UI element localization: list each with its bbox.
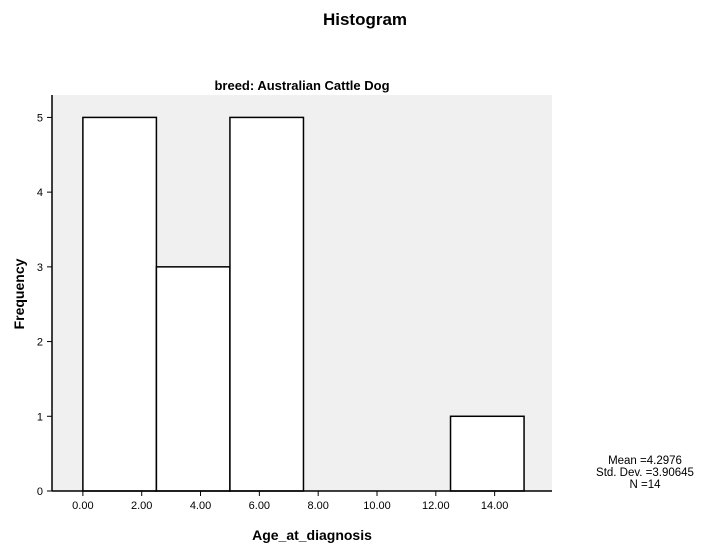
- x-tick-label-1: 2.00: [131, 500, 152, 512]
- y-tick-label-3: 3: [37, 262, 43, 274]
- x-tick-label-6: 12.00: [422, 500, 450, 512]
- x-tick-label-3: 6.00: [249, 500, 270, 512]
- chart-title: Histogram: [322, 10, 408, 29]
- summary-stats: Mean =4.2976 Std. Dev. =3.90645 N =14: [580, 455, 710, 491]
- histogram-bar-2: [229, 116, 305, 492]
- x-tick-label-5: 10.00: [363, 500, 391, 512]
- y-tick-label-4: 4: [37, 187, 43, 199]
- y-tick-label-1: 1: [37, 411, 43, 423]
- x-tick-label-7: 14.00: [481, 500, 509, 512]
- stats-n: N =14: [629, 479, 661, 491]
- y-axis-title: Frequency: [11, 258, 27, 329]
- histogram-bar-5: [449, 415, 525, 492]
- x-tick-label-2: 4.00: [190, 500, 211, 512]
- stats-mean: Mean =4.2976: [608, 455, 682, 467]
- x-axis-title: Age_at_diagnosis: [252, 527, 372, 543]
- stats-std-dev: Std. Dev. =3.90645: [596, 467, 694, 479]
- y-tick-label-2: 2: [37, 337, 43, 349]
- y-tick-label-5: 5: [37, 112, 43, 124]
- chart-subtitle: breed: Australian Cattle Dog: [214, 78, 390, 93]
- x-tick-label-0: 0.00: [72, 500, 93, 512]
- x-tick-label-4: 8.00: [307, 500, 328, 512]
- histogram-bar-1: [155, 266, 231, 492]
- histogram-bar-0: [82, 116, 158, 492]
- y-tick-label-0: 0: [37, 486, 43, 498]
